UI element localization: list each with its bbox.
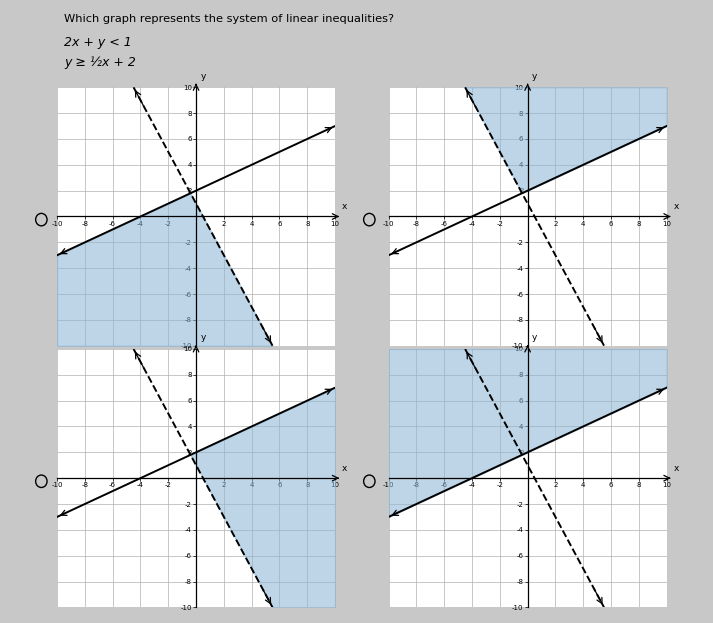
Text: y: y	[532, 333, 537, 343]
Text: y ≥ ½x + 2: y ≥ ½x + 2	[64, 56, 136, 69]
Text: x: x	[674, 464, 679, 473]
Text: 2x + y < 1: 2x + y < 1	[64, 36, 132, 49]
Text: Which graph represents the system of linear inequalities?: Which graph represents the system of lin…	[64, 14, 394, 24]
Text: x: x	[674, 202, 679, 211]
Text: y: y	[200, 333, 205, 343]
Text: x: x	[342, 464, 347, 473]
Text: y: y	[200, 72, 205, 81]
Text: x: x	[342, 202, 347, 211]
Text: y: y	[532, 72, 537, 81]
